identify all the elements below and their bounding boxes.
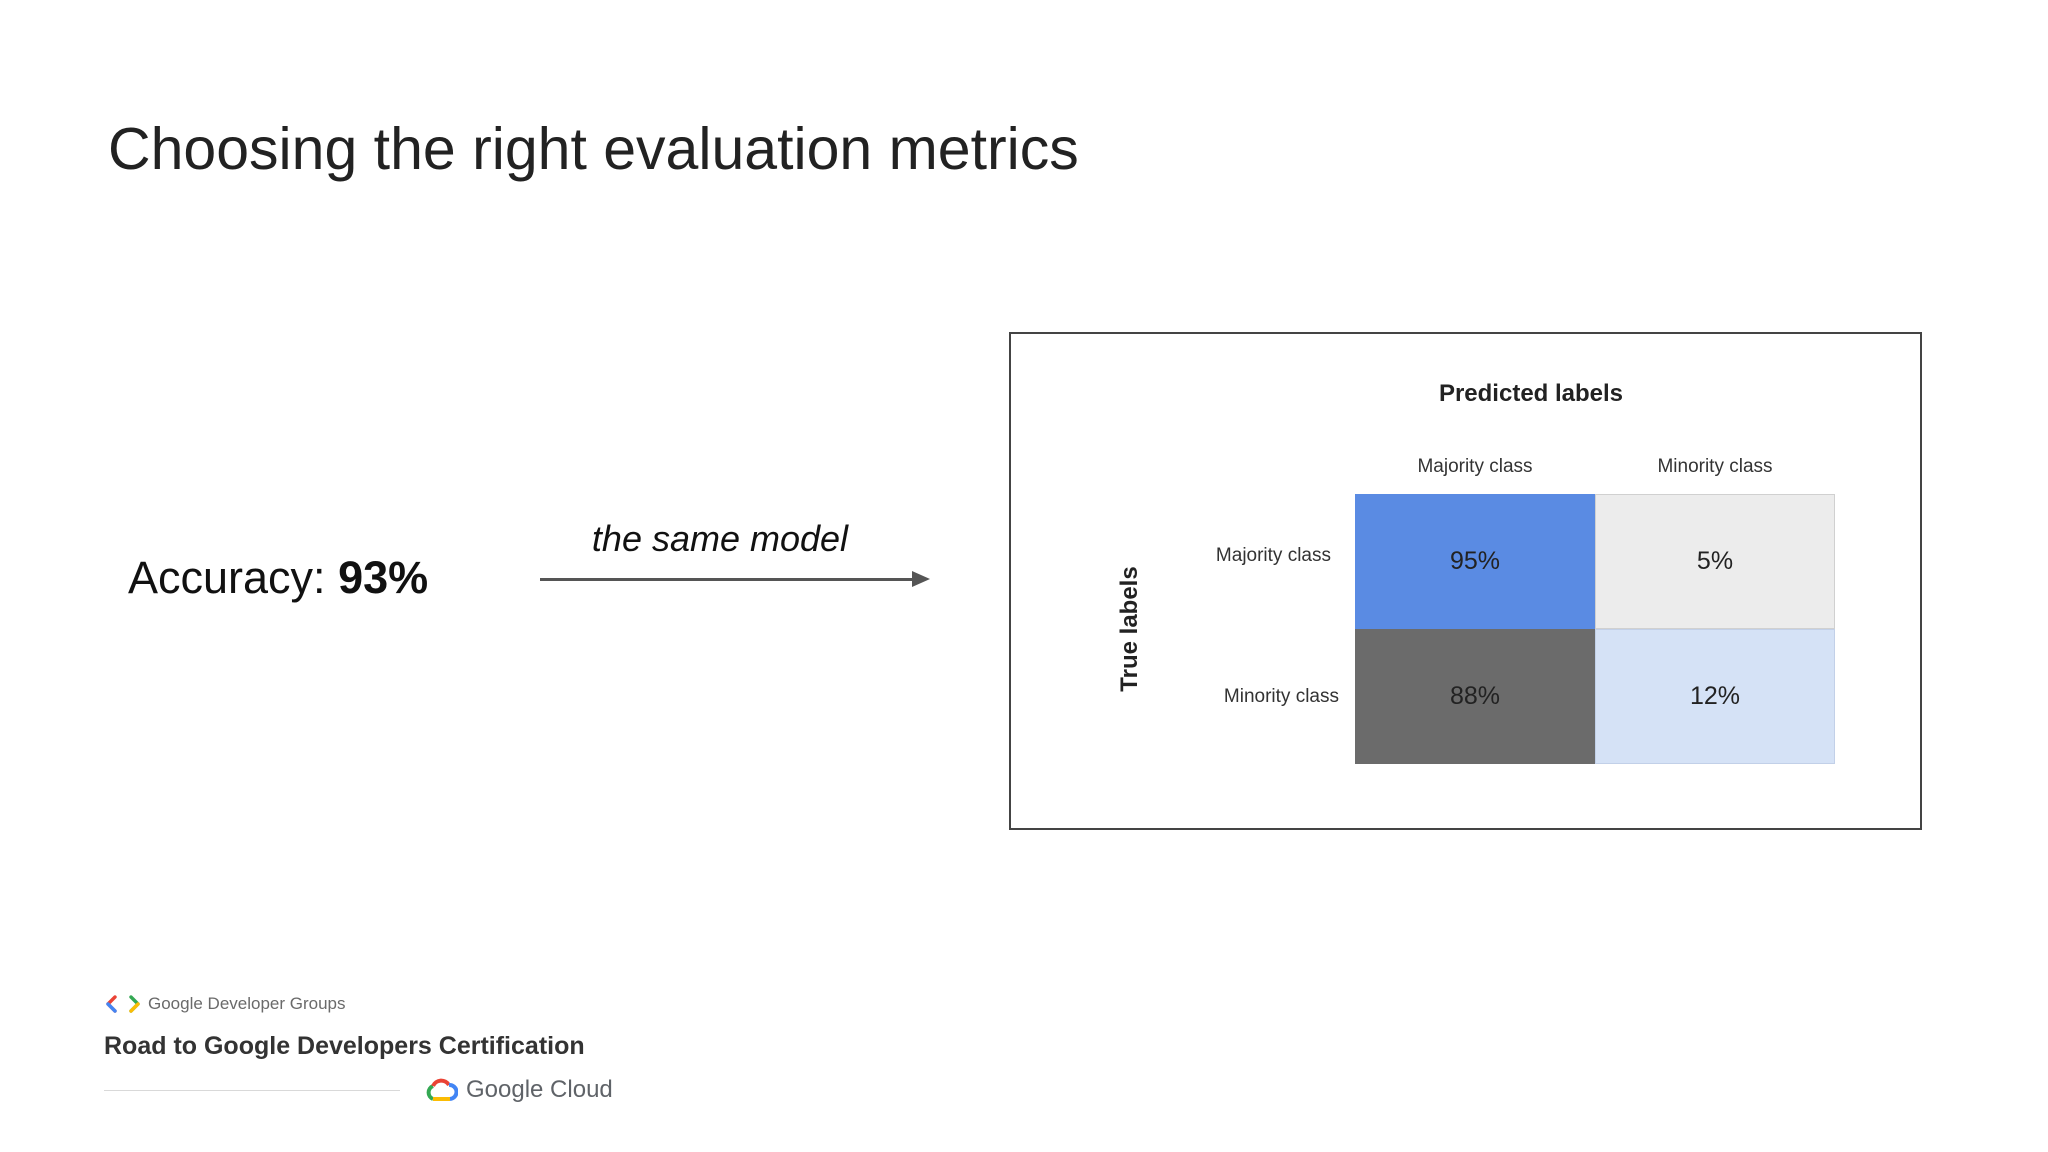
row-label-majority: Majority class [1215,545,1331,566]
accuracy-value: 93% [338,552,429,603]
cell-minority-majority: 88% [1355,629,1595,764]
column-label-minority: Minority class [1657,456,1773,477]
gdg-label: Google Developer Groups [148,994,346,1013]
true-labels-title: True labels [1116,566,1143,692]
footer-branding: Google Developer Groups Road to Google D… [104,990,624,1110]
accuracy-label: Accuracy: [128,552,339,603]
footer-divider [104,1090,400,1091]
accuracy-statement: Accuracy: 93% [128,552,428,604]
google-cloud-logo-icon [426,1078,458,1101]
arrow-head [912,571,930,587]
cell-majority-majority: 95% [1355,494,1595,629]
cell-minority-minority: 12% [1595,629,1835,764]
cell-majority-minority: 5% [1595,494,1835,629]
program-title: Road to Google Developers Certification [104,1032,585,1060]
google-cloud-brand: Google Cloud [424,1076,613,1104]
gdg-brand: Google Developer Groups [106,994,346,1014]
column-label-majority: Majority class [1417,456,1533,477]
google-cloud-label: Google Cloud [466,1076,613,1103]
row-label-minority: Minority class [1223,686,1339,707]
arrow-caption: the same model [591,518,849,559]
arrow-shaft [540,578,914,581]
right-arrow-icon [540,568,930,590]
confusion-matrix: Predicted labels Majority class Minority… [1009,332,1922,830]
predicted-labels-title: Predicted labels [1438,380,1624,407]
slide-title: Choosing the right evaluation metrics [108,116,1079,182]
gdg-logo-icon [106,995,140,1013]
